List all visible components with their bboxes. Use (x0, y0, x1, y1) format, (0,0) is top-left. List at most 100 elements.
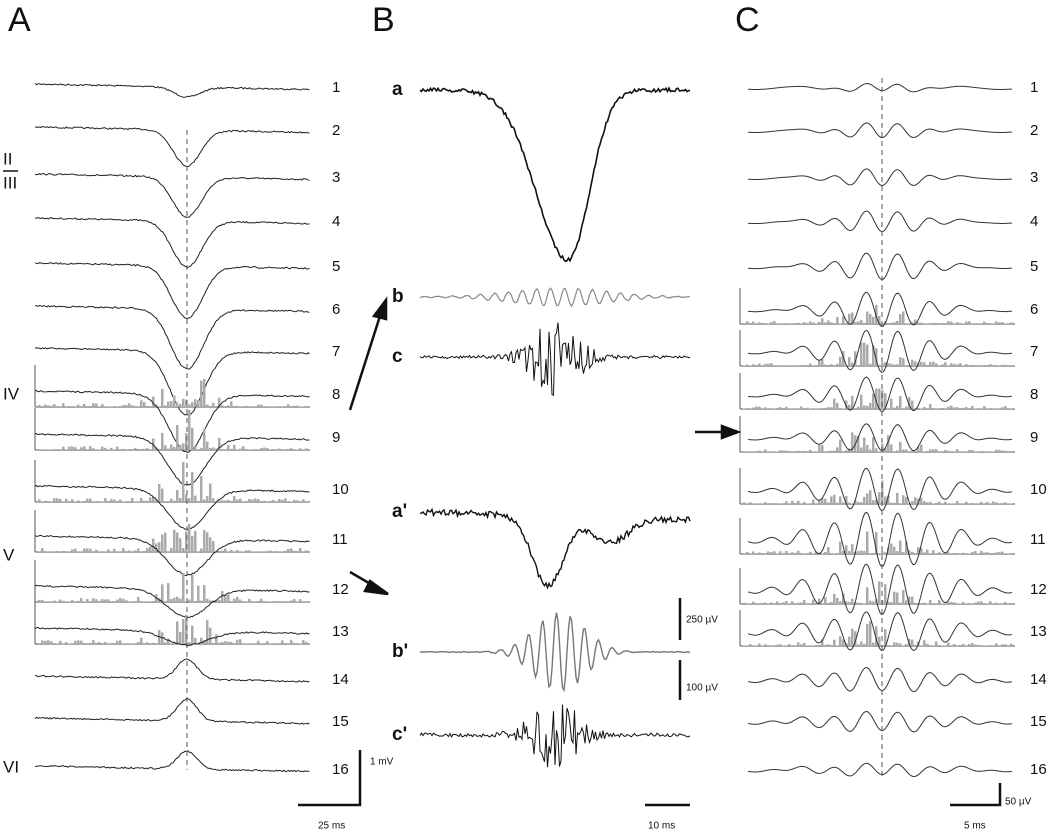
histogram-bar (914, 644, 917, 646)
histogram-bar (293, 598, 296, 602)
histogram-bar (134, 406, 137, 407)
histogram-bar (974, 602, 977, 604)
histogram-bar (224, 548, 227, 552)
histogram-bar (851, 503, 854, 504)
histogram-bar (974, 644, 977, 646)
histogram-bar (899, 602, 902, 604)
histogram-bar (779, 407, 782, 409)
histogram-bar (110, 499, 113, 502)
histogram-bar (860, 394, 863, 409)
histogram-bar (743, 451, 746, 452)
histogram-bar (785, 406, 788, 409)
histogram-bar (77, 500, 80, 502)
histogram-bar (251, 551, 254, 552)
histogram-bar (128, 449, 131, 450)
histogram-bar (764, 449, 767, 452)
histogram-bar (953, 323, 956, 324)
histogram-bar (185, 614, 188, 644)
histogram-bar (878, 581, 881, 604)
histogram-bar (977, 553, 980, 554)
traces: 1234567891011121314151612345678910111213… (34, 78, 1047, 778)
histogram-bar (950, 405, 953, 409)
histogram-bar (911, 322, 914, 324)
histogram-bar (947, 601, 950, 604)
histogram-bar (131, 498, 134, 502)
histogram-bar (746, 645, 749, 646)
histogram-bar (56, 550, 59, 552)
histogram-bar (257, 404, 260, 407)
histogram-bar (242, 406, 245, 407)
histogram-bar (251, 449, 254, 450)
histogram-bar (920, 408, 923, 409)
histogram-bar (746, 451, 749, 452)
trace (419, 612, 691, 693)
histogram-bar (221, 591, 224, 602)
histogram-bar (965, 501, 968, 504)
histogram-bar (821, 603, 824, 604)
histogram-bar (896, 364, 899, 366)
histogram-bar (752, 601, 755, 604)
histogram-bar (902, 449, 905, 452)
histogram-bar (221, 500, 224, 502)
histogram-bar (206, 532, 209, 552)
trace-label: b (392, 286, 404, 307)
histogram-bar (956, 501, 959, 504)
histogram-bar (938, 600, 941, 604)
histogram-bar (980, 323, 983, 324)
histogram-bar (56, 498, 59, 502)
trace-label: c (392, 346, 403, 367)
histogram-bar (41, 548, 44, 552)
histogram-bar (848, 550, 851, 554)
histogram-bar (287, 404, 290, 407)
scale-bars (298, 598, 1002, 807)
histogram-bar (203, 499, 206, 502)
histogram-bar (278, 448, 281, 450)
histogram-bar (911, 500, 914, 504)
histogram-bar (839, 323, 842, 324)
histogram-bar (809, 551, 812, 554)
histogram-bar (857, 501, 860, 504)
histogram-bar (896, 405, 899, 409)
histogram-bar (797, 550, 800, 554)
histogram-bar (815, 451, 818, 452)
histogram-bar (59, 599, 62, 602)
histogram-bar (914, 319, 917, 324)
histogram-bar (842, 408, 845, 409)
panel-label: B (372, 1, 395, 39)
histogram-bar (80, 447, 83, 450)
histogram-bar (179, 538, 182, 552)
histogram-bar (221, 550, 224, 552)
histogram-bar (212, 498, 215, 502)
histogram-bar (842, 316, 845, 324)
histogram-bar (839, 356, 842, 366)
histogram-bar (101, 446, 104, 450)
channel-number: 8 (332, 386, 340, 403)
histogram-bar (83, 446, 86, 450)
histogram-bar (95, 642, 98, 644)
channel-number: 6 (332, 301, 340, 318)
histogram-bar (953, 644, 956, 646)
histogram-bar (749, 502, 752, 504)
channel-number: 14 (1030, 671, 1047, 688)
histogram-bar (959, 603, 962, 604)
histogram-bar (47, 551, 50, 552)
histogram-bar (248, 643, 251, 644)
histogram-bar (101, 404, 104, 407)
histogram-bar (761, 645, 764, 646)
histogram-bar (746, 603, 749, 604)
histogram-bar (977, 601, 980, 604)
histogram-bar (866, 405, 869, 409)
histogram-bar (116, 406, 119, 407)
histogram-bar (83, 548, 86, 552)
histogram-bar (872, 642, 875, 646)
histogram-bar (899, 643, 902, 646)
histogram-bar (791, 500, 794, 504)
trace (747, 210, 1013, 233)
histogram-bar (173, 529, 176, 552)
histogram-bar (221, 405, 224, 407)
trace (34, 484, 310, 530)
histogram-bar (254, 601, 257, 602)
histogram-bar (758, 643, 761, 646)
histogram-bar (938, 501, 941, 504)
histogram-bar (911, 450, 914, 452)
